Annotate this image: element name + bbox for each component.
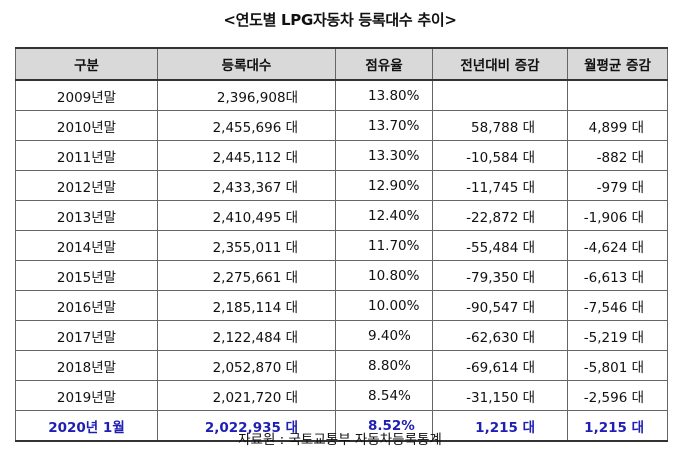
cell-yoy-change: -22,872 대 bbox=[432, 200, 568, 231]
cell-count: 2,433,367 대 bbox=[157, 170, 336, 201]
cell-yoy-change: -31,150 대 bbox=[432, 380, 568, 411]
cell-monthly-change: -2,596 대 bbox=[567, 380, 668, 411]
cell-monthly-change: -5,219 대 bbox=[567, 320, 668, 351]
cell-year: 2017년말 bbox=[15, 320, 158, 351]
cell-yoy-change: -90,547 대 bbox=[432, 290, 568, 321]
header-category: 구분 bbox=[15, 47, 158, 81]
cell-year: 2020년 1월 bbox=[15, 410, 158, 442]
cell-year: 2011년말 bbox=[15, 140, 158, 171]
cell-share: 13.80% bbox=[335, 79, 433, 111]
cell-year: 2010년말 bbox=[15, 110, 158, 141]
cell-yoy-change: -62,630 대 bbox=[432, 320, 568, 351]
cell-monthly-change: -1,906 대 bbox=[567, 200, 668, 231]
table-row: 2009년말 2,396,908대 13.80% bbox=[15, 79, 668, 111]
table-row: 2019년말 2,021,720 대 8.54% -31,150 대 -2,596 대 bbox=[15, 380, 668, 411]
cell-yoy-change: 58,788 대 bbox=[432, 110, 568, 141]
cell-share: 10.00% bbox=[335, 290, 433, 321]
cell-count: 2,445,112 대 bbox=[157, 140, 336, 171]
cell-share: 10.80% bbox=[335, 260, 433, 291]
cell-yoy-change: 1,215 대 bbox=[432, 410, 568, 442]
cell-year: 2014년말 bbox=[15, 230, 158, 261]
cell-year: 2018년말 bbox=[15, 350, 158, 381]
cell-yoy-change: -11,745 대 bbox=[432, 170, 568, 201]
cell-count: 2,022,935 대 bbox=[157, 410, 336, 442]
highlight-row: 2020년 1월 2,022,935 대 8.52% 1,215 대 1,215… bbox=[15, 410, 668, 442]
table-row: 2010년말 2,455,696 대 13.70% 58,788 대 4,899 대 bbox=[15, 110, 668, 141]
cell-count: 2,021,720 대 bbox=[157, 380, 336, 411]
table-row: 2015년말 2,275,661 대 10.80% -79,350 대 -6,613 대 bbox=[15, 260, 668, 291]
cell-monthly-change: 1,215 대 bbox=[567, 410, 668, 442]
cell-yoy-change: -55,484 대 bbox=[432, 230, 568, 261]
cell-yoy-change bbox=[432, 79, 568, 111]
cell-year: 2016년말 bbox=[15, 290, 158, 321]
table-row: 2013년말 2,410,495 대 12.40% -22,872 대 -1,906 대 bbox=[15, 200, 668, 231]
cell-share: 12.40% bbox=[335, 200, 433, 231]
source-note: 자료원 : 국토교통부 자동차등록통계 bbox=[238, 432, 442, 448]
cell-yoy-change: -69,614 대 bbox=[432, 350, 568, 381]
cell-monthly-change: -5,801 대 bbox=[567, 350, 668, 381]
cell-count: 2,122,484 대 bbox=[157, 320, 336, 351]
table-header-row: 구분 등록대수 점유율 전년대비 증감 월평균 증감 bbox=[15, 47, 668, 81]
table-row: 2016년말 2,185,114 대 10.00% -90,547 대 -7,546 대 bbox=[15, 290, 668, 321]
header-market-share: 점유율 bbox=[335, 47, 433, 81]
table-row: 2011년말 2,445,112 대 13.30% -10,584 대 -882 대 bbox=[15, 140, 668, 171]
cell-monthly-change: -4,624 대 bbox=[567, 230, 668, 261]
cell-monthly-change: 4,899 대 bbox=[567, 110, 668, 141]
lpg-registration-table: 구분 등록대수 점유율 전년대비 증감 월평균 증감 2009년말 2,396,9… bbox=[15, 47, 668, 442]
table-row: 2012년말 2,433,367 대 12.90% -11,745 대 -979 대 bbox=[15, 170, 668, 201]
cell-share: 12.90% bbox=[335, 170, 433, 201]
cell-monthly-change: -7,546 대 bbox=[567, 290, 668, 321]
cell-count: 2,396,908대 bbox=[157, 79, 336, 111]
cell-count: 2,185,114 대 bbox=[157, 290, 336, 321]
cell-share: 11.70% bbox=[335, 230, 433, 261]
cell-year: 2013년말 bbox=[15, 200, 158, 231]
cell-year: 2019년말 bbox=[15, 380, 158, 411]
cell-yoy-change: -10,584 대 bbox=[432, 140, 568, 171]
cell-year: 2009년말 bbox=[15, 79, 158, 111]
cell-share: 8.80% bbox=[335, 350, 433, 381]
table-row: 2014년말 2,355,011 대 11.70% -55,484 대 -4,624 대 bbox=[15, 230, 668, 261]
cell-monthly-change: -882 대 bbox=[567, 140, 668, 171]
cell-count: 2,455,696 대 bbox=[157, 110, 336, 141]
cell-year: 2015년말 bbox=[15, 260, 158, 291]
cell-yoy-change: -79,350 대 bbox=[432, 260, 568, 291]
cell-year: 2012년말 bbox=[15, 170, 158, 201]
cell-share: 9.40% bbox=[335, 320, 433, 351]
header-yoy-change: 전년대비 증감 bbox=[432, 47, 568, 81]
cell-count: 2,275,661 대 bbox=[157, 260, 336, 291]
cell-count: 2,410,495 대 bbox=[157, 200, 336, 231]
table-title: <연도별 LPG자동차 등록대수 추이> bbox=[223, 11, 457, 29]
cell-share: 13.70% bbox=[335, 110, 433, 141]
table-row: 2018년말 2,052,870 대 8.80% -69,614 대 -5,801 대 bbox=[15, 350, 668, 381]
cell-share: 8.54% bbox=[335, 380, 433, 411]
cell-monthly-change: -979 대 bbox=[567, 170, 668, 201]
cell-monthly-change bbox=[567, 79, 668, 111]
cell-count: 2,052,870 대 bbox=[157, 350, 336, 381]
cell-monthly-change: -6,613 대 bbox=[567, 260, 668, 291]
table-row: 2017년말 2,122,484 대 9.40% -62,630 대 -5,219 대 bbox=[15, 320, 668, 351]
cell-count: 2,355,011 대 bbox=[157, 230, 336, 261]
cell-share: 13.30% bbox=[335, 140, 433, 171]
header-registration-count: 등록대수 bbox=[157, 47, 336, 81]
header-monthly-avg-change: 월평균 증감 bbox=[567, 47, 668, 81]
